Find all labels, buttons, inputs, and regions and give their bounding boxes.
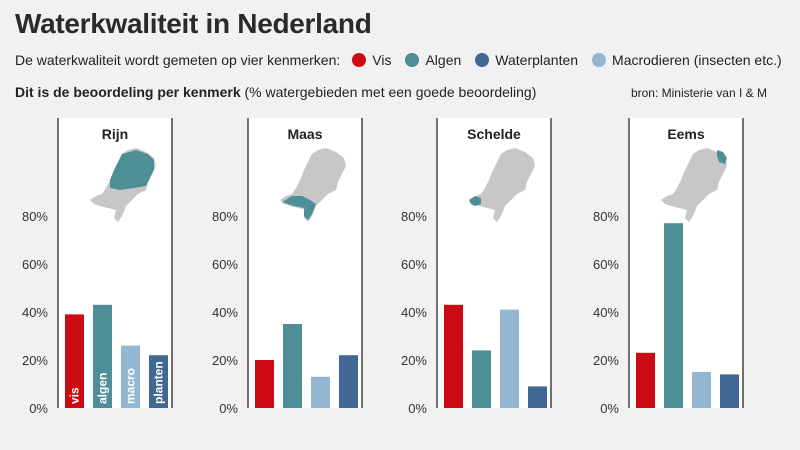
chart-panel-schelde: Schelde 0% 20% 40% 60% 80% bbox=[401, 118, 552, 416]
y-tick-label: 0% bbox=[600, 401, 619, 416]
chart-panel-maas: Maas 0% 20% 40% 60% 80% bbox=[212, 118, 363, 416]
bar-planten bbox=[149, 355, 168, 408]
bar-label: vis bbox=[68, 387, 82, 404]
source-note: bron: Ministerie van I & M bbox=[630, 86, 767, 100]
legend-item-waterplanten: Waterplanten bbox=[475, 52, 578, 68]
y-tick-label: 0% bbox=[29, 401, 48, 416]
bar-label: macro bbox=[124, 368, 138, 404]
legend-label-vis: Vis bbox=[372, 52, 392, 68]
y-tick-label: 80% bbox=[401, 209, 427, 224]
y-tick-label: 60% bbox=[22, 257, 48, 272]
y-tick-label: 60% bbox=[593, 257, 619, 272]
region-map-icon bbox=[90, 148, 156, 222]
y-tick-label: 40% bbox=[22, 305, 48, 320]
page-title: Waterkwaliteit in Nederland bbox=[15, 8, 372, 39]
chart-panel-rijn: Rijn 0% 20% 40% 60% 80% vis algen macro planten bbox=[22, 118, 173, 416]
legend-swatch-algen bbox=[405, 53, 420, 67]
legend-intro: De waterkwaliteit wordt gemeten op vier … bbox=[15, 52, 341, 68]
y-tick-label: 40% bbox=[401, 305, 427, 320]
river-basin-highlight bbox=[717, 150, 727, 164]
bar-macro bbox=[311, 376, 330, 408]
y-tick-label: 20% bbox=[22, 353, 48, 368]
y-tick-label: 0% bbox=[408, 401, 427, 416]
legend-item-algen: Algen bbox=[405, 52, 461, 68]
bar-planten bbox=[339, 355, 358, 408]
y-tick-label: 40% bbox=[593, 305, 619, 320]
region-map-icon bbox=[469, 148, 535, 222]
y-tick-label: 0% bbox=[219, 401, 238, 416]
legend-label-algen: Algen bbox=[425, 52, 462, 68]
panel-title: Maas bbox=[287, 126, 322, 142]
panel-title: Rijn bbox=[102, 126, 128, 142]
legend-item-macrodieren: Macrodieren (insecten etc.) bbox=[592, 52, 782, 68]
y-tick-label: 20% bbox=[401, 353, 427, 368]
y-tick-label: 80% bbox=[22, 209, 48, 224]
netherlands-shape bbox=[469, 148, 535, 222]
bar-label: algen bbox=[96, 373, 110, 404]
bar-label: planten bbox=[152, 361, 166, 404]
river-basin-highlight bbox=[282, 196, 316, 220]
y-tick-label: 20% bbox=[212, 353, 238, 368]
legend-swatch-macrodieren bbox=[592, 53, 607, 67]
legend-swatch-vis bbox=[352, 53, 367, 67]
y-tick-label: 60% bbox=[401, 257, 427, 272]
bar-planten bbox=[528, 386, 547, 408]
bar-macro bbox=[500, 309, 519, 408]
subtitle-rest: (% watergebieden met een goede beoordeli… bbox=[244, 84, 537, 100]
bar-macro bbox=[692, 372, 711, 408]
legend-label-macrodieren: Macrodieren (insecten etc.) bbox=[612, 52, 782, 68]
bar-planten bbox=[720, 374, 739, 408]
chart-panel-eems: Eems 0% 20% 40% 60% 80% bbox=[593, 118, 744, 416]
bar-vis bbox=[636, 352, 655, 408]
y-tick-label: 80% bbox=[212, 209, 238, 224]
bar-algen bbox=[283, 324, 302, 408]
panel-title: Eems bbox=[667, 126, 705, 142]
bar-vis bbox=[444, 304, 463, 408]
bar-macro bbox=[121, 345, 140, 408]
y-tick-label: 60% bbox=[212, 257, 238, 272]
river-basin-highlight bbox=[469, 196, 481, 206]
legend-item-vis: Vis bbox=[352, 52, 391, 68]
legend-label-waterplanten: Waterplanten bbox=[495, 52, 579, 68]
bar-vis bbox=[255, 360, 274, 408]
y-tick-label: 80% bbox=[593, 209, 619, 224]
y-tick-label: 40% bbox=[212, 305, 238, 320]
y-tick-label: 20% bbox=[593, 353, 619, 368]
region-map-icon bbox=[280, 148, 346, 222]
panel-title: Schelde bbox=[467, 126, 521, 142]
bar-vis bbox=[65, 314, 84, 408]
region-map-icon bbox=[661, 148, 727, 222]
chart-subtitle: Dit is de beoordeling per kenmerk (% wat… bbox=[15, 84, 536, 100]
subtitle-bold: Dit is de beoordeling per kenmerk bbox=[15, 84, 241, 100]
netherlands-shape bbox=[661, 148, 727, 222]
bar-algen bbox=[664, 223, 683, 408]
legend: De waterkwaliteit wordt gemeten op vier … bbox=[15, 52, 796, 68]
river-basin-highlight bbox=[110, 150, 154, 190]
legend-swatch-waterplanten bbox=[475, 53, 490, 67]
bar-algen bbox=[93, 304, 112, 408]
bar-algen bbox=[472, 350, 491, 408]
